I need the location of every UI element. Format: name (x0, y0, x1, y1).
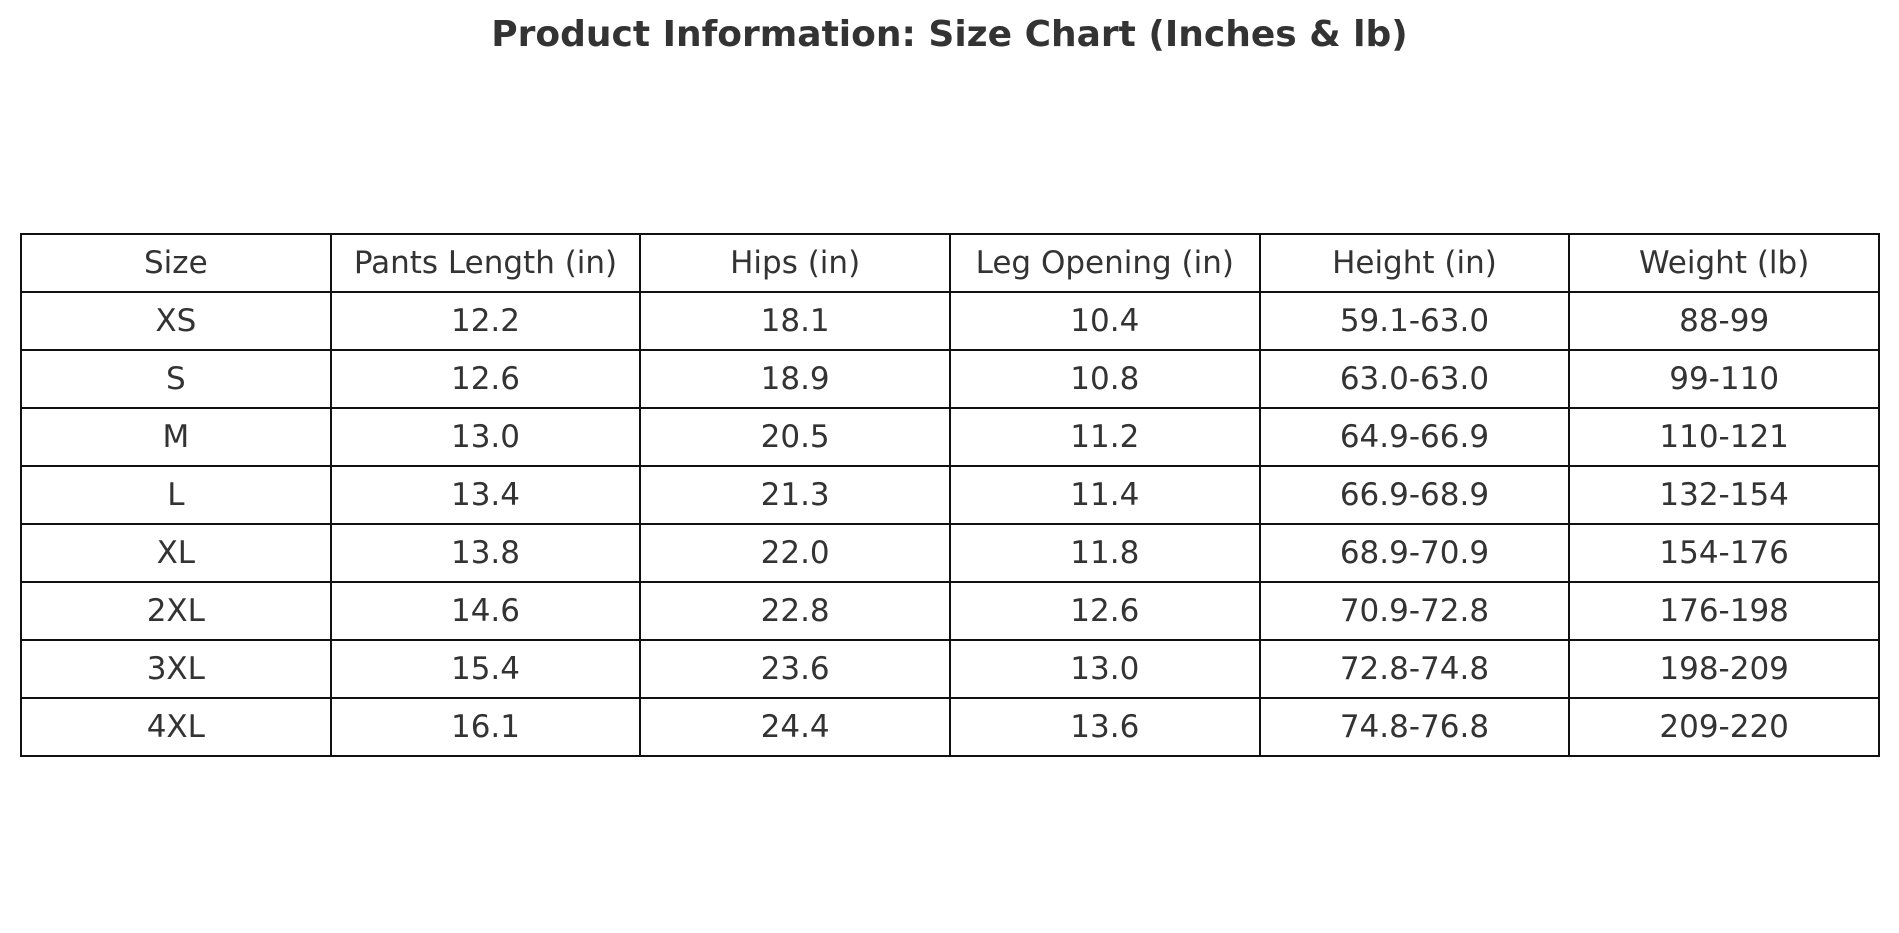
table-cell: 18.9 (639, 349, 951, 409)
table-body: XS 12.2 18.1 10.4 59.1-63.0 88-99 S 12.6 18.9 10.… (20, 291, 1880, 757)
table-cell: 11.4 (948, 465, 1261, 525)
table-cell: 132-154 (1568, 465, 1880, 525)
table-cell: XL (20, 523, 332, 583)
table-cell: 74.8-76.8 (1258, 697, 1571, 757)
table-cell: 88-99 (1568, 291, 1880, 351)
table-cell: L (20, 465, 332, 525)
table-cell: 12.6 (329, 349, 642, 409)
table-cell: 110-121 (1568, 407, 1880, 467)
table-cell: 66.9-68.9 (1258, 465, 1571, 525)
table-cell: 59.1-63.0 (1258, 291, 1571, 351)
table-row: S 12.6 18.9 10.8 63.0-63.0 99-110 (20, 349, 1880, 409)
table-row: XS 12.2 18.1 10.4 59.1-63.0 88-99 (20, 291, 1880, 351)
table-row: 2XL 14.6 22.8 12.6 70.9-72.8 176-198 (20, 581, 1880, 641)
table-cell: 4XL (20, 697, 332, 757)
table-cell: 63.0-63.0 (1258, 349, 1571, 409)
table-cell: 99-110 (1568, 349, 1880, 409)
table-cell: 209-220 (1568, 697, 1880, 757)
table-cell: 14.6 (329, 581, 642, 641)
table-cell: 70.9-72.8 (1258, 581, 1571, 641)
table-cell: 64.9-66.9 (1258, 407, 1571, 467)
size-table: Size Pants Length (in) Hips (in) Leg Openin… (20, 233, 1880, 757)
table-cell: 154-176 (1568, 523, 1880, 583)
table-cell: M (20, 407, 332, 467)
title: Product Information: Size Chart (Inches … (491, 14, 1408, 55)
table-row: XL 13.8 22.0 11.8 68.9-70.9 154-176 (20, 523, 1880, 583)
table-cell: 12.2 (329, 291, 642, 351)
table-cell: 13.4 (329, 465, 642, 525)
table-cell: 3XL (20, 639, 332, 699)
header-cell: Weight (lb) (1568, 233, 1880, 293)
table-cell: 72.8-74.8 (1258, 639, 1571, 699)
table-cell: 10.8 (948, 349, 1261, 409)
header-cell: Pants Length (in) (329, 233, 642, 293)
table-cell: 21.3 (639, 465, 951, 525)
table-cell: 68.9-70.9 (1258, 523, 1571, 583)
header-cell: Leg Opening (in) (948, 233, 1261, 293)
table-cell: 18.1 (639, 291, 951, 351)
table-cell: 23.6 (639, 639, 951, 699)
table-cell: 198-209 (1568, 639, 1880, 699)
table-cell: 20.5 (639, 407, 951, 467)
table-row: 3XL 15.4 23.6 13.0 72.8-74.8 198-209 (20, 639, 1880, 699)
header-cell: Size (20, 233, 332, 293)
table-cell: 2XL (20, 581, 332, 641)
table-cell: 22.0 (639, 523, 951, 583)
table-cell: 10.4 (948, 291, 1261, 351)
table-cell: 11.8 (948, 523, 1261, 583)
table-cell: 176-198 (1568, 581, 1880, 641)
table-cell: 16.1 (329, 697, 642, 757)
table-row: 4XL 16.1 24.4 13.6 74.8-76.8 209-220 (20, 697, 1880, 757)
table-cell: 24.4 (639, 697, 951, 757)
header-row: Size Pants Length (in) Hips (in) Leg Openin… (20, 233, 1880, 293)
table-cell: 22.8 (639, 581, 951, 641)
header-cell: Height (in) (1258, 233, 1571, 293)
table-cell: 11.2 (948, 407, 1261, 467)
table-cell: 13.0 (329, 407, 642, 467)
table-cell: 15.4 (329, 639, 642, 699)
table-cell: S (20, 349, 332, 409)
table-cell: XS (20, 291, 332, 351)
table-cell: 13.6 (948, 697, 1261, 757)
table-cell: 12.6 (948, 581, 1261, 641)
table-cell: 13.8 (329, 523, 642, 583)
table-row: M 13.0 20.5 11.2 64.9-66.9 110-121 (20, 407, 1880, 467)
table-cell: 13.0 (948, 639, 1261, 699)
table-row: L 13.4 21.3 11.4 66.9-68.9 132-154 (20, 465, 1880, 525)
table-header: Size Pants Length (in) Hips (in) Leg Openin… (20, 233, 1880, 293)
header-cell: Hips (in) (639, 233, 951, 293)
